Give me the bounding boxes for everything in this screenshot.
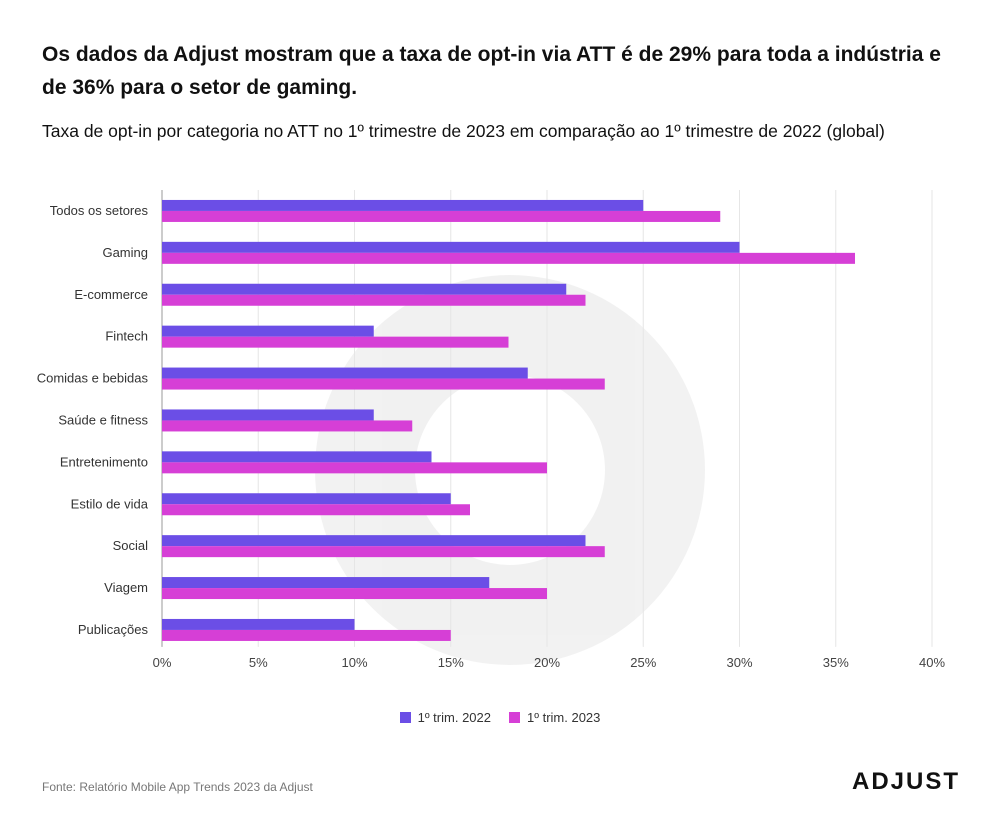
x-tick-label: 0%	[153, 655, 172, 670]
legend-item-2022: 1º trim. 2022	[399, 710, 491, 725]
category-label: Gaming	[102, 245, 148, 260]
bar-2022	[162, 241, 740, 253]
x-tick-label: 15%	[438, 655, 464, 670]
category-label: Saúde e fitness	[58, 412, 148, 427]
bar-2022	[162, 325, 374, 337]
chart-subtitle: Taxa de opt-in por categoria no ATT no 1…	[42, 121, 885, 141]
bar-2023	[162, 504, 470, 516]
legend-item-2023: 1º trim. 2023	[509, 710, 600, 725]
bar-2022	[162, 451, 432, 463]
bar-2023	[162, 420, 413, 432]
bar-2023	[162, 294, 586, 306]
chart-title: Os dados da Adjust mostram que a taxa de…	[42, 43, 941, 99]
category-label: Estilo de vida	[71, 496, 149, 511]
bar-2022	[162, 367, 528, 379]
bar-2023	[162, 462, 547, 474]
bar-2022	[162, 283, 567, 295]
bar-2022	[162, 535, 586, 547]
bar-2022	[162, 409, 374, 421]
bar-2023	[162, 378, 605, 390]
bar-2023	[162, 588, 547, 600]
bar-2022	[162, 618, 355, 630]
category-label: Todos os setores	[50, 203, 149, 218]
category-label: Fintech	[105, 329, 148, 344]
bar-2022	[162, 493, 451, 505]
legend-label-2023: 1º trim. 2023	[527, 710, 601, 725]
x-tick-label: 25%	[630, 655, 656, 670]
x-tick-label: 5%	[249, 655, 268, 670]
legend-swatch-2023	[509, 712, 520, 723]
category-label: Entretenimento	[60, 454, 148, 469]
category-label: E-commerce	[74, 287, 148, 302]
category-label: Comidas e bebidas	[37, 371, 149, 386]
adjust-logo: ADJUST	[852, 768, 961, 795]
bar-2023	[162, 210, 721, 222]
bar-2022	[162, 577, 490, 589]
category-label: Viagem	[104, 580, 148, 595]
bar-2023	[162, 336, 509, 348]
bar-2023	[162, 629, 451, 641]
category-label: Social	[113, 538, 149, 553]
chart-legend: 1º trim. 2022 1º trim. 2023	[0, 710, 1000, 725]
x-tick-label: 10%	[341, 655, 367, 670]
legend-swatch-2022	[399, 712, 411, 723]
category-label: Publicações	[78, 622, 149, 637]
legend-label-2022: 1º trim. 2022	[417, 710, 491, 725]
bar-2022	[162, 199, 644, 211]
x-tick-label: 20%	[534, 655, 560, 670]
x-tick-label: 40%	[919, 655, 945, 670]
bar-2023	[162, 252, 855, 264]
x-tick-label: 35%	[823, 655, 849, 670]
source-note: Fonte: Relatório Mobile App Trends 2023 …	[42, 780, 313, 794]
x-tick-label: 30%	[726, 655, 752, 670]
bar-2023	[162, 546, 605, 558]
